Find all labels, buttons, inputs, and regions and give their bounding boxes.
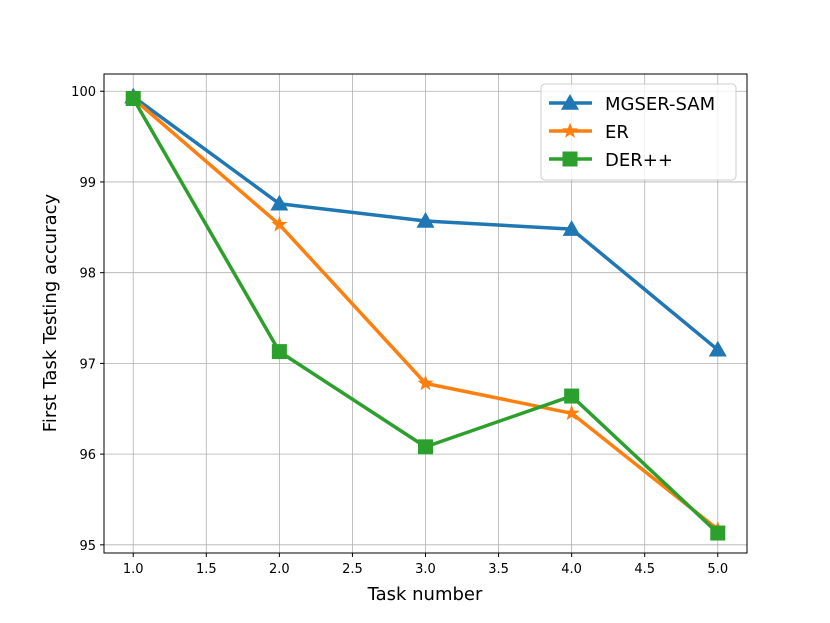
data-point [418,439,433,455]
data-point [710,525,726,541]
data-point [564,388,580,404]
legend-entry: ER [549,122,629,143]
grid [104,74,747,553]
legend-marker [561,94,579,110]
y-tick-label: 97 [79,357,96,372]
x-tick-label: 3.5 [488,562,509,577]
data-point [271,216,288,232]
x-tick-label: 5.0 [707,562,728,577]
y-tick-label: 99 [79,176,96,191]
data-point [563,404,580,421]
data-point [416,211,435,228]
x-tick-label: 1.5 [196,562,217,577]
data-point [708,340,727,357]
y-tick-label: 95 [79,539,96,554]
y-tick-label: 96 [79,448,96,463]
x-axis-label: Task number [367,584,483,605]
data-point [125,90,141,106]
x-tick-label: 2.0 [269,562,290,577]
data-point [270,194,289,211]
x-tick-label: 4.5 [634,562,655,577]
legend: MGSER-SAM ER DER++ [540,83,737,181]
legend-marker [561,122,579,138]
ticks: 1.0 1.5 2.0 2.5 3.0 3.5 4.0 4.5 5.0 95 96 97 98 99 100 [71,85,728,577]
data-point [562,220,581,236]
legend-marker [562,151,578,167]
x-tick-label: 4.0 [561,562,582,577]
x-tick-label: 2.5 [342,562,363,577]
y-tick-label: 98 [79,267,96,282]
y-tick-label: 100 [71,85,96,100]
y-axis-label: First Task Testing accuracy [40,193,61,432]
legend-label: DER++ [605,150,673,171]
legend-label: ER [605,122,629,143]
legend-entry: MGSER-SAM [549,94,715,115]
data-point [417,374,434,391]
series-group [124,87,727,541]
legend-entry: DER++ [549,150,673,171]
data-point [271,344,287,360]
series-der- [125,90,726,541]
x-tick-label: 1.0 [123,562,144,577]
legend-box [540,83,737,181]
legend-label: MGSER-SAM [605,94,715,115]
x-tick-label: 3.0 [415,562,436,577]
